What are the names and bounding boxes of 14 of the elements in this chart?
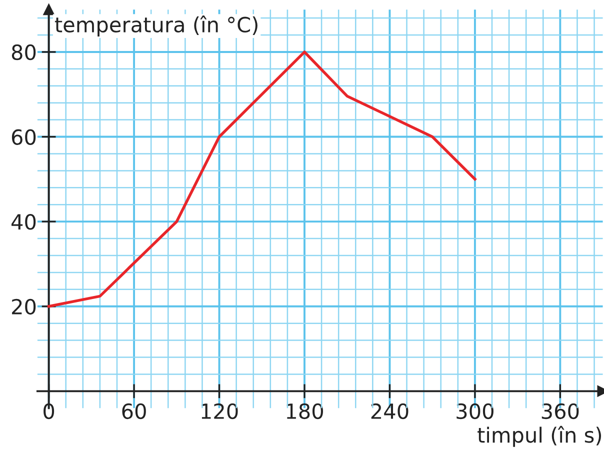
y-tick-label: 60 — [12, 129, 36, 145]
y-tick-label: 80 — [12, 44, 36, 60]
x-tick-label: 60 — [122, 403, 146, 420]
x-tick-label: 180 — [286, 403, 323, 420]
x-tick-label: 120 — [202, 403, 238, 420]
x-tick-label: 360 — [542, 403, 579, 420]
y-axis-title: temperatura (în °C) — [54, 16, 258, 37]
y-tick-label: 40 — [12, 214, 36, 230]
x-tick-label: 300 — [456, 403, 494, 420]
y-tick-label: 20 — [12, 298, 36, 315]
x-tick-label: 0 — [44, 403, 54, 420]
x-axis-title: timpul (în s) — [478, 426, 602, 447]
x-tick-label: 240 — [371, 403, 408, 420]
line-series — [47, 50, 476, 308]
